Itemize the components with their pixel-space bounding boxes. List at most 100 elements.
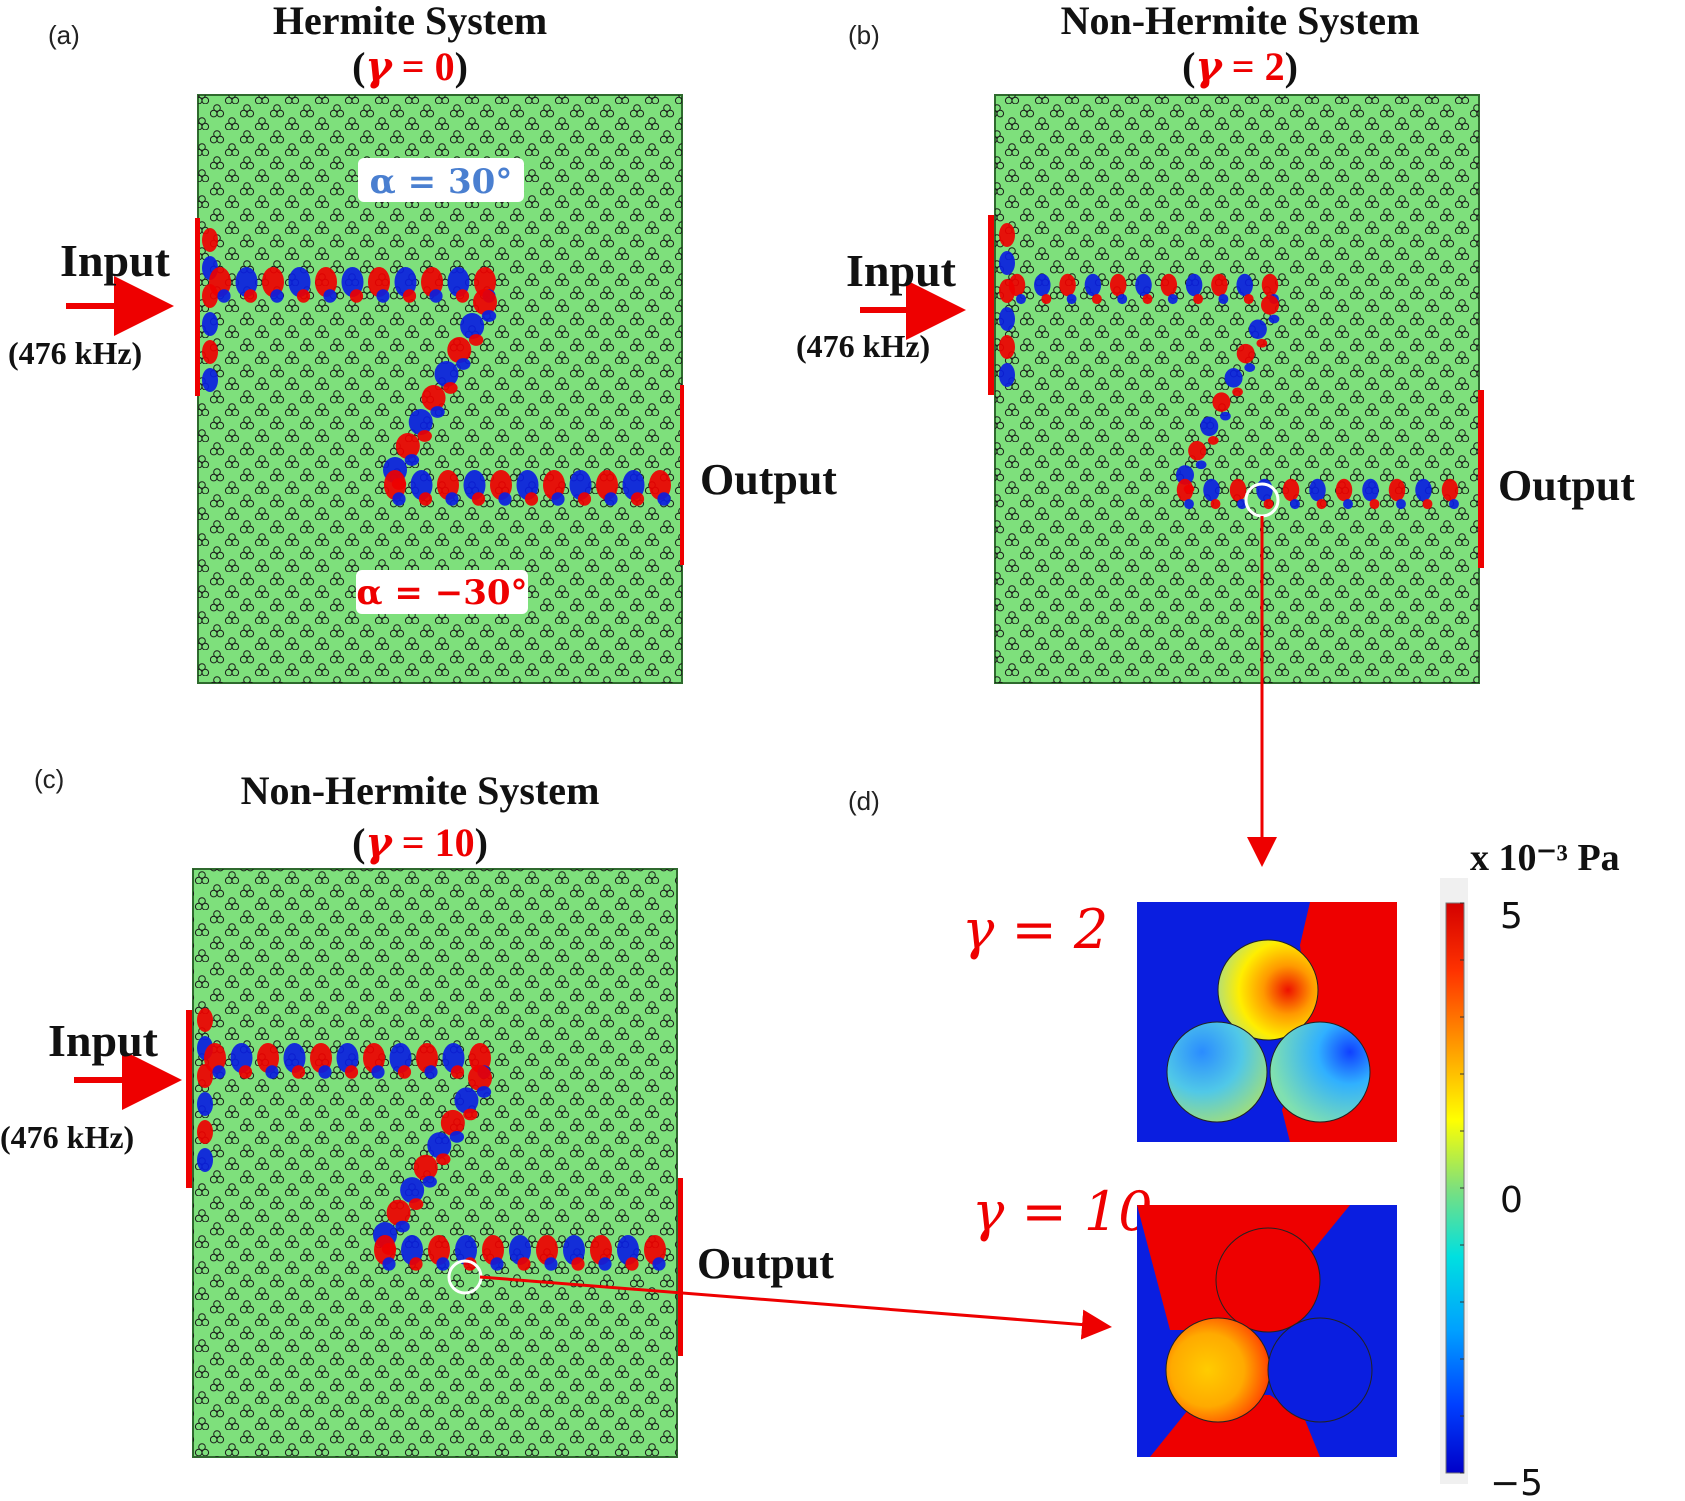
- input-edge-wave: [202, 228, 218, 252]
- diagonal-arm-wave: [1248, 319, 1267, 340]
- top-arm-wave-lobe: [349, 289, 364, 303]
- bottom-arm-wave-lobe: [551, 492, 565, 506]
- diagonal-arm-wave: [427, 1132, 452, 1159]
- bottom-arm-wave-lobe: [1422, 498, 1433, 510]
- top-arm-wave-lobe: [1167, 293, 1178, 305]
- panel-b-gamma: (γ = 2): [1182, 43, 1298, 90]
- diagonal-arm-wave-lobe: [1244, 363, 1256, 372]
- bottom-arm-wave: [1335, 478, 1353, 502]
- bottom-arm-wave-lobe: [1369, 498, 1380, 510]
- diagonal-arm-wave-lobe: [1256, 338, 1268, 348]
- bottom-arm-wave-lobe: [630, 492, 645, 506]
- bottom-arm-wave-lobe: [544, 1257, 558, 1271]
- top-arm-wave-lobe: [270, 289, 284, 303]
- top-arm-wave-lobe: [238, 1065, 253, 1079]
- input-edge-wave: [202, 368, 218, 392]
- input-edge-wave: [999, 223, 1015, 247]
- inset-top-scatterer-2: [1166, 1021, 1268, 1123]
- top-arm-wave-lobe: [424, 1065, 438, 1079]
- bottom-arm-wave-lobe: [657, 492, 671, 506]
- panel-a-wave-path: [202, 228, 671, 506]
- bottom-arm-wave: [1441, 478, 1459, 502]
- colorbar-ticks: [1460, 902, 1464, 1474]
- diagonal-arm-wave: [1188, 440, 1207, 461]
- bottom-arm-wave-lobe: [392, 492, 406, 506]
- input-edge-wave: [197, 1092, 213, 1116]
- top-arm-wave: [1236, 273, 1253, 297]
- diagonal-arm-wave-lobe: [1207, 436, 1219, 445]
- top-arm-wave-lobe: [344, 1065, 359, 1079]
- inset-top-scatterer-1: [1217, 939, 1319, 1041]
- inset-top-scatterer-3: [1269, 1021, 1371, 1123]
- top-arm-wave-lobe: [1117, 293, 1128, 305]
- top-arm-wave-lobe: [429, 289, 443, 303]
- bottom-arm-wave: [1203, 478, 1220, 502]
- panel-b-freq-label: (476 kHz): [796, 328, 930, 364]
- diagonal-arm-wave: [1236, 343, 1255, 364]
- panel-d: (d) γ = 2 γ = 10 x 10⁻³ Pa 5 0: [848, 786, 1620, 1501]
- top-arm-wave-lobe: [402, 289, 417, 303]
- inset-bottom-scatterer-2: [1165, 1317, 1271, 1423]
- bottom-arm-wave-lobe: [498, 492, 512, 506]
- top-arm-wave-lobe: [318, 1065, 332, 1079]
- diagonal-arm-wave: [1224, 368, 1243, 388]
- top-arm-wave-lobe: [1016, 293, 1026, 305]
- panel-a-freq-label: (476 kHz): [8, 335, 142, 371]
- diagonal-arm-wave-lobe: [468, 334, 484, 346]
- top-arm-wave-lobe: [455, 289, 470, 303]
- panel-d-tag: (d): [848, 786, 880, 816]
- panel-a-input-bar: [195, 218, 200, 396]
- top-arm-wave: [1261, 273, 1279, 297]
- panel-a-alpha-top-box: [358, 158, 524, 202]
- diagonal-arm-wave-lobe: [443, 382, 458, 394]
- diagonal-arm-wave: [421, 385, 446, 411]
- panel-c-output-bar: [678, 1178, 683, 1356]
- bottom-arm-wave-lobe: [382, 1257, 396, 1271]
- top-arm-wave-lobe: [450, 1065, 465, 1079]
- panel-a-input-label: Input: [60, 235, 171, 286]
- top-arm-wave-lobe: [217, 289, 231, 303]
- diagonal-arm-wave-lobe: [1268, 314, 1280, 324]
- bottom-arm-wave-lobe: [1210, 498, 1221, 510]
- panel-c-gamma: (γ = 10): [352, 819, 488, 866]
- panel-b-tag: (b): [848, 20, 880, 50]
- panel-c-zoom-arrow: [479, 1275, 1112, 1340]
- bottom-arm-wave-lobe: [409, 1257, 423, 1271]
- diagonal-arm-wave: [468, 1065, 492, 1091]
- panel-a-gamma: (γ = 0): [352, 43, 468, 90]
- bottom-arm-wave-lobe: [652, 1257, 666, 1271]
- diagonal-arm-wave: [473, 289, 497, 315]
- bottom-arm-wave: [1362, 478, 1379, 502]
- bottom-arm-wave-lobe: [1396, 498, 1406, 510]
- bottom-arm-wave-lobe: [1449, 498, 1459, 510]
- diagonal-arm-wave: [454, 1087, 479, 1114]
- diagonal-arm-wave-lobe: [395, 1220, 410, 1233]
- inset-bottom-label: γ = 10: [972, 1180, 1153, 1243]
- panel-b-input-bar: [988, 215, 994, 395]
- panel-a-alpha-top: α = 30°: [370, 162, 513, 202]
- colorbar-unit: x 10⁻³ Pa: [1470, 837, 1620, 879]
- top-arm-wave-lobe: [1218, 293, 1229, 305]
- bottom-arm-wave: [1229, 478, 1247, 502]
- panel-c-freq-label: (476 kHz): [0, 1119, 134, 1155]
- bottom-arm-wave-lobe: [418, 492, 433, 506]
- panel-a-tag: (a): [48, 20, 80, 50]
- bottom-arm-wave-lobe: [1290, 498, 1300, 510]
- bottom-arm-wave-lobe: [577, 492, 592, 506]
- inset-gamma-10: [1137, 1205, 1397, 1457]
- top-arm-wave-lobe: [265, 1065, 279, 1079]
- diagonal-arm-wave-lobe: [449, 1131, 465, 1143]
- diagonal-arm-wave-lobe: [1195, 460, 1207, 470]
- top-arm-wave: [1185, 273, 1203, 297]
- bottom-arm-wave-lobe: [1316, 498, 1327, 510]
- colorbar-mid: 0: [1500, 1180, 1523, 1221]
- diagonal-arm-wave: [413, 1154, 438, 1181]
- diagonal-arm-wave-lobe: [408, 1198, 424, 1210]
- bottom-arm-wave-lobe: [517, 1257, 531, 1271]
- top-arm-wave-lobe: [323, 289, 337, 303]
- top-arm-wave-lobe: [1142, 293, 1153, 305]
- panel-c-wave-path: [197, 1008, 666, 1271]
- diagonal-arm-wave: [460, 313, 485, 339]
- panel-c-output-label: Output: [697, 1239, 834, 1288]
- top-arm-wave: [1211, 273, 1228, 297]
